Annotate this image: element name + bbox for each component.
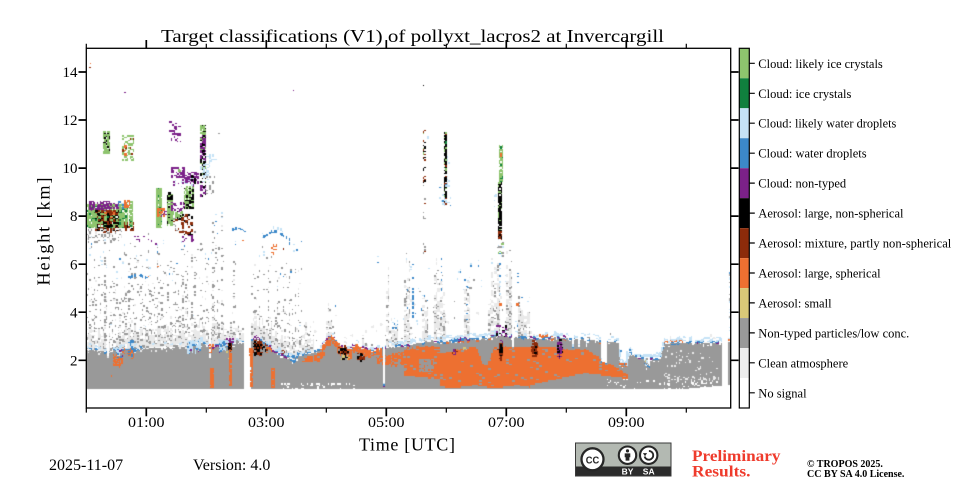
svg-text:07:00: 07:00 [488, 415, 525, 431]
svg-text:Cloud: non-typed: Cloud: non-typed [758, 177, 847, 191]
svg-text:2: 2 [70, 353, 78, 369]
svg-text:Aerosol: mixture, partly non-s: Aerosol: mixture, partly non-spherical [758, 237, 952, 251]
svg-text:CC: CC [586, 455, 600, 467]
svg-text:4: 4 [70, 305, 78, 321]
svg-text:© TROPOS 2025.: © TROPOS 2025. [807, 459, 883, 470]
svg-text:Cloud: likely water droplets: Cloud: likely water droplets [758, 117, 896, 131]
svg-text:Aerosol: large, spherical: Aerosol: large, spherical [758, 267, 881, 281]
svg-text:Cloud: ice crystals: Cloud: ice crystals [758, 87, 851, 101]
svg-text:Preliminary: Preliminary [692, 448, 781, 465]
svg-text:Cloud: likely ice crystals: Cloud: likely ice crystals [758, 57, 883, 71]
svg-text:8: 8 [70, 209, 78, 225]
svg-text:10: 10 [63, 161, 78, 177]
svg-text:09:00: 09:00 [608, 415, 645, 431]
svg-text:Target classifications (V1) of: Target classifications (V1) of pollyxt_l… [161, 26, 664, 47]
svg-text:01:00: 01:00 [128, 415, 165, 431]
svg-text:Time [UTC]: Time [UTC] [359, 434, 455, 454]
svg-text:2025-11-07: 2025-11-07 [49, 457, 123, 474]
svg-text:Height [km]: Height [km] [34, 178, 54, 286]
svg-text:CC BY SA 4.0 License.: CC BY SA 4.0 License. [807, 469, 905, 480]
svg-text:Clean atmosphere: Clean atmosphere [758, 356, 848, 370]
svg-text:Cloud: water droplets: Cloud: water droplets [758, 147, 866, 161]
svg-text:14: 14 [63, 65, 79, 81]
svg-text:12: 12 [63, 113, 78, 129]
svg-text:Aerosol: large, non-spherical: Aerosol: large, non-spherical [758, 207, 904, 221]
svg-text:No signal: No signal [758, 386, 807, 400]
svg-text:BY: BY [622, 466, 634, 476]
svg-text:6: 6 [70, 257, 78, 273]
svg-text:SA: SA [643, 466, 655, 476]
svg-text:Aerosol: small: Aerosol: small [758, 296, 832, 310]
svg-text:05:00: 05:00 [368, 415, 405, 431]
svg-text:Results.: Results. [692, 464, 751, 480]
svg-text:Non-typed particles/low conc.: Non-typed particles/low conc. [758, 326, 909, 340]
svg-text:Version: 4.0: Version: 4.0 [193, 457, 270, 474]
svg-text:03:00: 03:00 [248, 415, 285, 431]
